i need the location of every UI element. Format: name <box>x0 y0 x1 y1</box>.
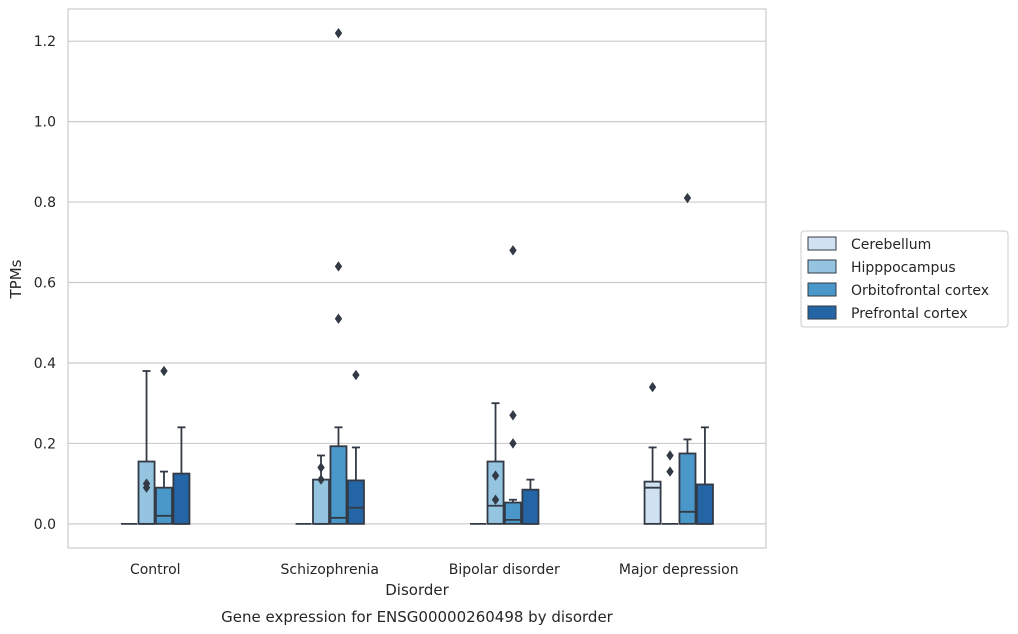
outlier-point <box>666 450 674 461</box>
box-iqr <box>678 452 697 525</box>
outlier-point <box>509 410 517 421</box>
outlier-point <box>491 470 500 481</box>
outlier-point <box>683 192 692 204</box>
outlier-point <box>666 466 674 477</box>
box-group <box>312 454 330 525</box>
box-iqr <box>329 445 348 525</box>
x-tick-label: Control <box>130 562 181 578</box>
y-tick-label: 0.2 <box>34 436 56 452</box>
box-group <box>486 402 505 525</box>
y-axis-label: TPMs <box>7 259 25 299</box>
legend-swatch <box>807 305 837 320</box>
outlier-point <box>317 474 325 485</box>
box-group <box>504 245 522 525</box>
box-group <box>695 426 714 525</box>
plot-area-frame <box>67 8 767 549</box>
box-iqr <box>312 478 330 525</box>
outlier-point <box>160 365 168 377</box>
y-tick-label: 1.2 <box>34 34 56 50</box>
boxes <box>121 27 714 525</box>
legend-label: Cerebellum <box>851 237 931 253</box>
legend-swatch <box>807 236 837 251</box>
outlier-point <box>334 261 343 272</box>
x-axis-label: Disorder <box>385 581 449 599</box>
legend-items: Cerebellum Hipppocampus Orbitofrontal cort… <box>807 236 989 322</box>
box-group <box>521 478 540 525</box>
legend: Cerebellum Hipppocampus Orbitofrontal cort… <box>800 230 1009 328</box>
box-group <box>329 27 348 525</box>
x-tick-label: Major depression <box>619 562 739 578</box>
gridlines <box>68 40 766 525</box>
outlier-point <box>509 438 517 449</box>
box-iqr <box>521 488 540 525</box>
y-tick-label: 0.8 <box>34 195 56 211</box>
outlier-point <box>334 313 343 324</box>
box-group <box>137 370 156 525</box>
legend-frame <box>800 230 1009 328</box>
y-tick-label: 0.6 <box>34 276 56 292</box>
box-iqr <box>643 480 662 525</box>
legend-swatch <box>807 259 837 274</box>
legend-label: Hipppocampus <box>851 260 956 276</box>
box-iqr <box>486 460 505 525</box>
outlier-point <box>142 478 151 489</box>
x-tick-label: Bipolar disorder <box>449 562 560 578</box>
outlier-point <box>648 381 657 393</box>
box-iqr <box>172 472 191 525</box>
box-iqr <box>346 479 365 525</box>
box-group <box>661 450 679 525</box>
outlier-point <box>491 494 500 505</box>
box-group <box>678 192 697 525</box>
box-group <box>172 426 191 525</box>
box-group <box>346 369 365 525</box>
box-iqr <box>155 486 173 525</box>
box-iqr <box>695 483 714 525</box>
legend-swatch <box>807 282 837 297</box>
chart-caption: Gene expression for ENSG00000260498 by d… <box>221 608 614 626</box>
legend-label: Orbitofrontal cortex <box>851 283 989 299</box>
y-axis-ticks: 0.0 0.2 0.4 0.6 0.8 1.0 1.2 <box>34 34 56 533</box>
outlier-point <box>317 462 325 473</box>
box-group <box>155 365 173 525</box>
outlier-point <box>334 27 343 39</box>
y-tick-label: 1.0 <box>34 115 56 131</box>
x-axis-ticks: Control Schizophrenia Bipolar disorder Majo… <box>130 562 739 578</box>
outlier-point <box>509 245 517 256</box>
box-iqr <box>504 501 522 525</box>
outlier-point <box>352 369 360 381</box>
x-tick-label: Schizophrenia <box>281 562 379 578</box>
box-group <box>643 381 662 525</box>
legend-label: Prefrontal cortex <box>851 306 968 322</box>
y-tick-label: 0.4 <box>34 356 56 372</box>
y-tick-label: 0.0 <box>34 517 56 533</box>
